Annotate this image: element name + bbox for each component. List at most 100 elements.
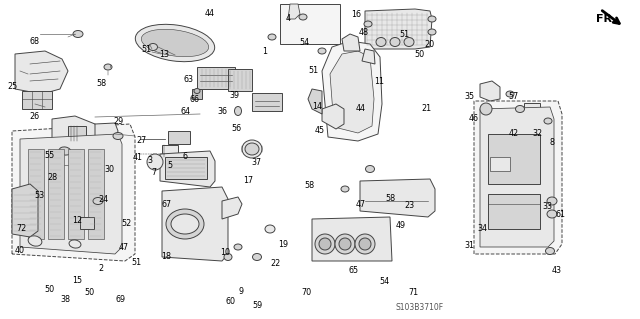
Text: 35: 35 bbox=[465, 93, 475, 101]
Ellipse shape bbox=[515, 106, 525, 113]
Text: 17: 17 bbox=[243, 176, 253, 185]
Circle shape bbox=[147, 154, 163, 170]
Text: 28: 28 bbox=[47, 173, 58, 182]
Ellipse shape bbox=[166, 209, 204, 239]
Ellipse shape bbox=[234, 244, 242, 250]
Text: 2: 2 bbox=[98, 264, 103, 273]
Text: 64: 64 bbox=[180, 107, 191, 116]
Polygon shape bbox=[288, 4, 300, 19]
Bar bbox=[80, 217, 94, 229]
Text: 53: 53 bbox=[35, 191, 45, 200]
Text: 47: 47 bbox=[118, 243, 129, 252]
Text: 43: 43 bbox=[552, 266, 562, 275]
Circle shape bbox=[355, 234, 375, 254]
Polygon shape bbox=[342, 34, 360, 51]
Bar bbox=[68, 126, 86, 141]
Circle shape bbox=[319, 238, 331, 250]
Text: 29: 29 bbox=[113, 117, 124, 126]
Polygon shape bbox=[322, 41, 382, 141]
Text: 65: 65 bbox=[349, 266, 359, 275]
Ellipse shape bbox=[428, 29, 436, 35]
Text: FR.: FR. bbox=[596, 14, 616, 24]
Polygon shape bbox=[362, 49, 375, 64]
Polygon shape bbox=[160, 151, 215, 187]
Text: 45: 45 bbox=[315, 126, 325, 135]
Circle shape bbox=[315, 234, 335, 254]
Text: 20: 20 bbox=[424, 40, 435, 49]
Ellipse shape bbox=[428, 16, 436, 22]
Bar bbox=[165, 157, 207, 179]
Text: 51: 51 bbox=[399, 30, 410, 39]
Ellipse shape bbox=[253, 254, 262, 261]
Polygon shape bbox=[480, 81, 500, 101]
Ellipse shape bbox=[224, 254, 232, 261]
Bar bbox=[490, 157, 510, 171]
Ellipse shape bbox=[544, 118, 552, 124]
Bar bbox=[28, 149, 44, 239]
Text: 32: 32 bbox=[532, 129, 543, 138]
Text: 22: 22 bbox=[271, 259, 281, 268]
Circle shape bbox=[339, 238, 351, 250]
Text: 51: 51 bbox=[141, 45, 152, 54]
Text: 15: 15 bbox=[72, 276, 82, 285]
Bar bbox=[524, 103, 540, 115]
Text: S103B3710F: S103B3710F bbox=[395, 302, 443, 311]
Text: 36: 36 bbox=[218, 107, 228, 116]
Bar bbox=[252, 93, 282, 111]
Ellipse shape bbox=[234, 107, 241, 115]
Polygon shape bbox=[20, 134, 122, 254]
Bar bbox=[197, 67, 235, 89]
Ellipse shape bbox=[59, 147, 71, 155]
Ellipse shape bbox=[376, 38, 386, 47]
Text: 50: 50 bbox=[84, 288, 95, 297]
Bar bbox=[280, 4, 340, 44]
Polygon shape bbox=[12, 184, 38, 237]
Text: 40: 40 bbox=[14, 246, 24, 255]
Text: 54: 54 bbox=[300, 38, 310, 47]
Text: 58: 58 bbox=[305, 181, 315, 189]
Text: 10: 10 bbox=[220, 248, 230, 257]
Ellipse shape bbox=[194, 88, 200, 93]
Bar bbox=[88, 149, 104, 239]
Text: 57: 57 bbox=[509, 93, 519, 101]
Text: 6: 6 bbox=[182, 152, 188, 161]
Text: 63: 63 bbox=[183, 75, 193, 84]
Polygon shape bbox=[15, 51, 68, 94]
Bar bbox=[192, 89, 202, 99]
Ellipse shape bbox=[364, 21, 372, 27]
Text: 60: 60 bbox=[225, 297, 236, 306]
Bar bbox=[22, 91, 52, 109]
Ellipse shape bbox=[104, 64, 112, 70]
Ellipse shape bbox=[171, 214, 199, 234]
Circle shape bbox=[480, 103, 492, 115]
Text: 5: 5 bbox=[168, 161, 173, 170]
Polygon shape bbox=[365, 9, 432, 49]
Text: 71: 71 bbox=[408, 288, 419, 297]
Ellipse shape bbox=[93, 197, 103, 204]
Polygon shape bbox=[308, 89, 322, 114]
Text: 58: 58 bbox=[97, 79, 107, 88]
Text: 67: 67 bbox=[161, 200, 172, 209]
Text: 37: 37 bbox=[252, 158, 262, 167]
Ellipse shape bbox=[73, 31, 83, 38]
Text: 23: 23 bbox=[404, 201, 415, 210]
Ellipse shape bbox=[268, 34, 276, 40]
Text: 18: 18 bbox=[161, 252, 172, 261]
Ellipse shape bbox=[245, 143, 259, 155]
Text: 24: 24 bbox=[98, 195, 108, 204]
Ellipse shape bbox=[365, 166, 374, 173]
Text: 54: 54 bbox=[379, 277, 389, 286]
Ellipse shape bbox=[148, 43, 157, 50]
Bar bbox=[48, 149, 64, 239]
Text: 58: 58 bbox=[385, 194, 396, 203]
Text: 31: 31 bbox=[465, 241, 475, 250]
Text: 7: 7 bbox=[152, 168, 157, 177]
Text: 41: 41 bbox=[133, 153, 143, 162]
Text: 50: 50 bbox=[415, 50, 425, 59]
Ellipse shape bbox=[404, 38, 414, 47]
Text: 50: 50 bbox=[44, 285, 54, 293]
Text: 55: 55 bbox=[44, 151, 54, 160]
Bar bbox=[488, 134, 540, 184]
Text: 48: 48 bbox=[358, 28, 369, 37]
Text: 72: 72 bbox=[17, 224, 27, 233]
